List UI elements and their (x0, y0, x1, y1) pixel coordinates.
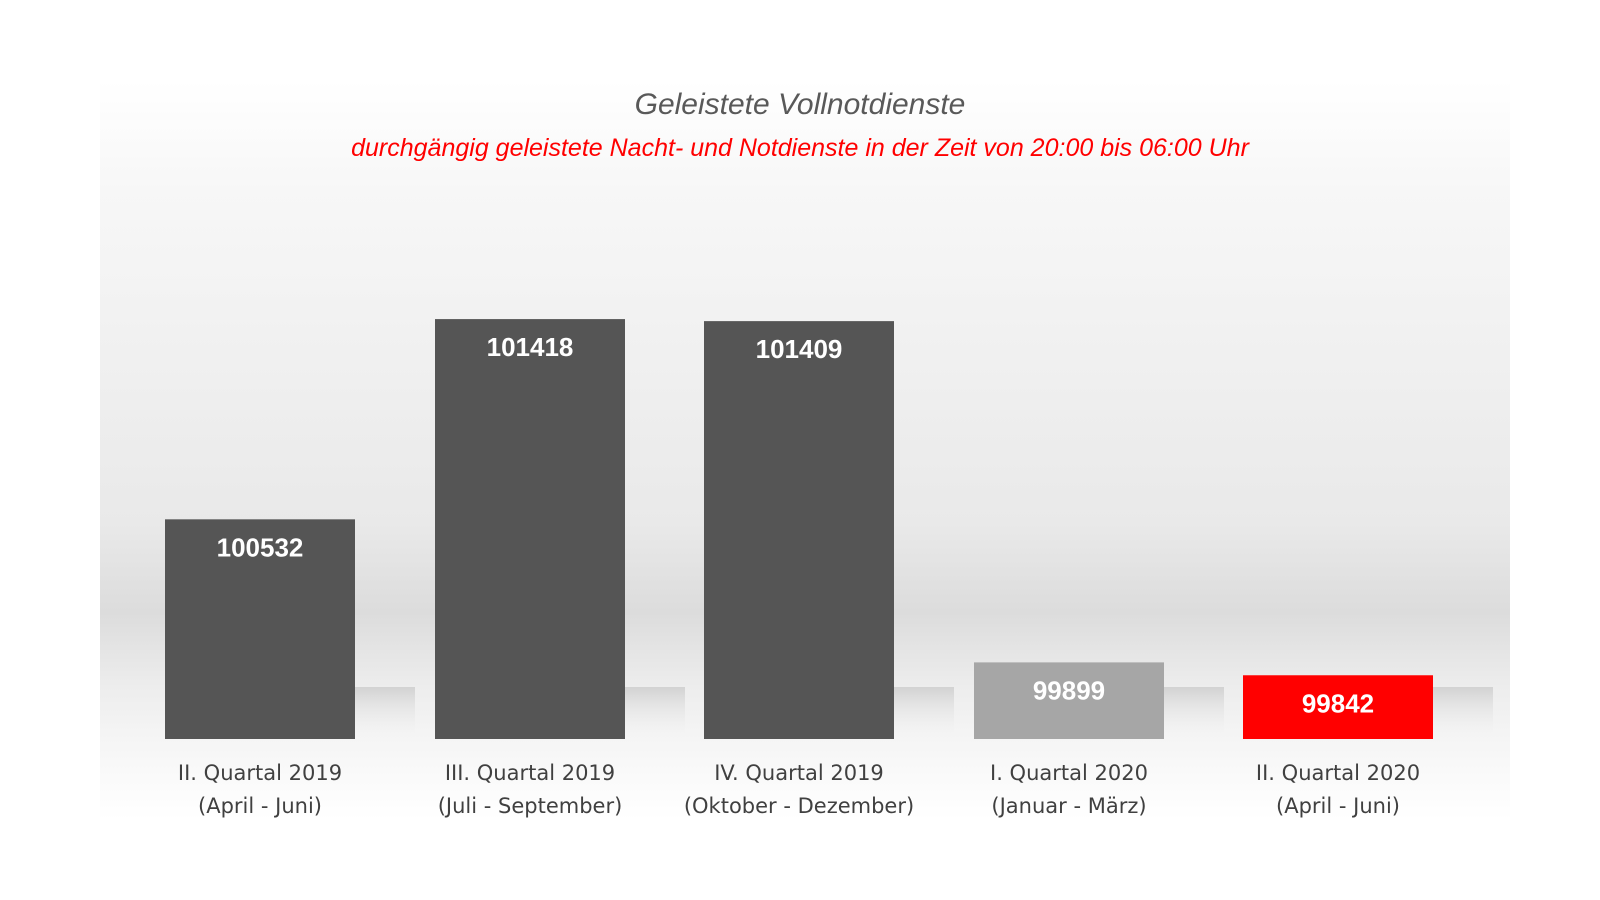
bar-value-label: 101409 (756, 334, 843, 364)
x-tick-sublabel: (April - Juni) (198, 794, 322, 818)
x-tick-label: II. Quartal 2019 (178, 761, 342, 785)
x-tick-sublabel: (Oktober - Dezember) (684, 794, 914, 818)
x-tick-label: III. Quartal 2019 (445, 761, 615, 785)
x-tick-label: IV. Quartal 2019 (714, 761, 884, 785)
bar (435, 319, 625, 739)
bar (974, 662, 1164, 739)
x-tick-sublabel: (Januar - März) (991, 794, 1146, 818)
bar (704, 321, 894, 739)
bar-value-label: 99842 (1302, 688, 1374, 718)
bar-value-label: 99899 (1033, 675, 1105, 705)
bar-value-label: 100532 (217, 532, 304, 562)
bar-value-label: 101418 (487, 332, 574, 362)
x-tick-sublabel: (Juli - September) (438, 794, 623, 818)
x-tick-label: II. Quartal 2020 (1256, 761, 1420, 785)
bar (165, 519, 355, 739)
bar (1243, 675, 1433, 739)
chart-title: Geleistete Vollnotdienste (634, 88, 966, 121)
x-tick-label: I. Quartal 2020 (990, 761, 1148, 785)
x-tick-sublabel: (April - Juni) (1276, 794, 1400, 818)
chart-subtitle: durchgängig geleistete Nacht- und Notdie… (351, 134, 1249, 162)
